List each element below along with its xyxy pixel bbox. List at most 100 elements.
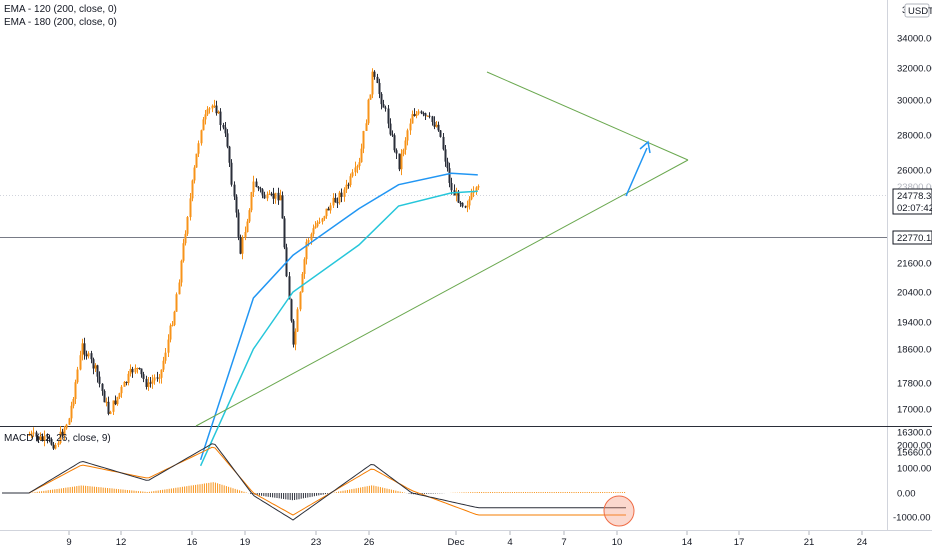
candle-body (46, 436, 49, 438)
candle-body (266, 194, 269, 199)
candle-body (371, 71, 374, 95)
candle-body (477, 186, 480, 188)
candle-body (417, 111, 420, 114)
candle-body (404, 140, 407, 150)
ema180-legend[interactable]: EMA - 180 (200, close, 0) (4, 17, 117, 28)
candle-body (217, 111, 220, 114)
candle-body (79, 355, 82, 370)
time-axis[interactable]: 9 12 16 19 23 26 Dec 4 7 10 14 17 21 24 (66, 531, 867, 548)
candle-body (252, 181, 255, 193)
candle-body (87, 353, 90, 357)
candle-body (373, 71, 376, 77)
macd-axis[interactable]: 2000.00 1000.00 0.00 -1000.00 (893, 441, 931, 524)
candle-body (338, 192, 341, 203)
candle-body (347, 184, 350, 186)
candle-body (303, 259, 306, 274)
candle-body (246, 221, 249, 232)
candle-body (30, 433, 33, 436)
candle-body (147, 382, 150, 387)
candle-body (301, 273, 304, 293)
price-tick-label: 20400.00 (897, 288, 932, 299)
candle-body (323, 216, 326, 219)
price-axis[interactable]: 3USDT34000.0032000.0030000.0028000.00260… (892, 3, 932, 459)
candle-body (178, 282, 181, 295)
candle-body (123, 381, 126, 387)
candle-body (268, 193, 271, 195)
time-tick-label: 17 (734, 537, 745, 548)
candle-body (241, 237, 244, 254)
candle-body (380, 93, 383, 105)
candle-body (202, 119, 205, 131)
candle-body (470, 193, 473, 200)
candle-body (433, 121, 436, 127)
candle-body (131, 368, 134, 373)
candle-body (424, 113, 427, 116)
time-tick-label: Dec (448, 537, 465, 548)
candle-body (191, 180, 194, 199)
candle-body (94, 365, 97, 369)
price-tick-label: 17000.00 (897, 405, 932, 416)
candle-body (204, 114, 207, 120)
candle-body (327, 208, 330, 211)
candle-body (281, 195, 284, 219)
candle-body (464, 206, 467, 208)
candle-body (288, 276, 291, 300)
price-tick-label: 30000.00 (897, 96, 932, 107)
drawings-group[interactable] (195, 71, 689, 427)
candle-body (475, 187, 478, 192)
candle-body (435, 124, 438, 127)
time-tick-label: 16 (187, 537, 198, 548)
candle-body (244, 231, 247, 238)
price-tick-label: 28000.00 (897, 131, 932, 142)
candle-body (270, 193, 273, 195)
candle-body (277, 192, 280, 201)
candle-body (109, 411, 112, 414)
candle-body (279, 195, 282, 201)
candle-body (224, 127, 227, 134)
candle-body (283, 218, 286, 248)
candle-body (72, 398, 75, 406)
line-price-label-box (892, 230, 932, 245)
candle-body (413, 114, 416, 116)
ema120-legend[interactable]: EMA - 120 (200, close, 0) (4, 4, 117, 15)
candle-body (393, 135, 396, 151)
candle-body (422, 113, 425, 115)
candle-body (235, 196, 238, 213)
candle-body (406, 130, 409, 141)
candle-body (314, 226, 317, 229)
price-tick-label: 18600.00 (897, 345, 932, 356)
candle-body (116, 397, 119, 405)
candle-body (450, 182, 453, 191)
price-tick-label: 19400.00 (897, 318, 932, 329)
candle-body (195, 153, 198, 168)
candle-body (468, 199, 471, 206)
candle-body (349, 176, 352, 186)
candle-body (226, 133, 229, 147)
candle-body (200, 130, 203, 144)
candle-body (151, 380, 154, 384)
time-tick-label: 21 (804, 537, 815, 548)
candle-body (180, 260, 183, 283)
candle-body (164, 352, 167, 361)
candle-body (167, 339, 170, 353)
line-price-label: 22770.14 (897, 233, 932, 244)
candle-body (230, 162, 233, 185)
candle-body (171, 324, 174, 326)
candle-body (250, 192, 253, 211)
candle-body (384, 107, 387, 109)
candle-body (378, 82, 381, 94)
candle-body (318, 221, 321, 223)
macd-tick-label: 2000.00 (897, 441, 931, 452)
macd-tick-label: 1000.00 (897, 464, 931, 475)
candle-body (160, 369, 163, 378)
macd-legend[interactable]: MACD (12, 26, close, 9) (4, 433, 111, 444)
currency-badge (904, 3, 930, 18)
candle-body (237, 212, 240, 237)
candle-body (310, 234, 313, 241)
candle-body (409, 123, 412, 131)
candle-body (35, 432, 38, 437)
candle-body (162, 360, 165, 370)
candle-body (140, 368, 143, 375)
